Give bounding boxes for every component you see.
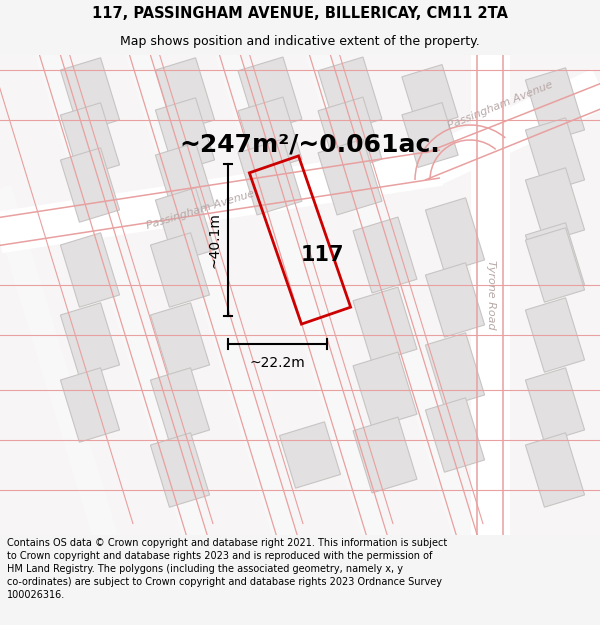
Text: 117: 117 bbox=[300, 245, 344, 265]
Polygon shape bbox=[155, 98, 215, 172]
Polygon shape bbox=[61, 58, 119, 132]
Text: Passingham Avenue: Passingham Avenue bbox=[446, 79, 554, 131]
Polygon shape bbox=[151, 232, 209, 308]
Polygon shape bbox=[526, 368, 584, 442]
Polygon shape bbox=[353, 217, 417, 293]
Polygon shape bbox=[425, 262, 485, 338]
Polygon shape bbox=[318, 57, 382, 133]
Polygon shape bbox=[425, 398, 485, 472]
Text: ~22.2m: ~22.2m bbox=[250, 356, 305, 369]
Polygon shape bbox=[353, 352, 417, 428]
Polygon shape bbox=[61, 232, 119, 308]
Polygon shape bbox=[526, 222, 584, 298]
Polygon shape bbox=[155, 142, 215, 218]
Polygon shape bbox=[238, 97, 302, 173]
Polygon shape bbox=[402, 64, 458, 129]
Text: Tyrone Road: Tyrone Road bbox=[486, 260, 496, 330]
Polygon shape bbox=[318, 97, 382, 173]
Polygon shape bbox=[353, 417, 417, 493]
Polygon shape bbox=[151, 368, 209, 442]
Polygon shape bbox=[151, 432, 209, 508]
Polygon shape bbox=[238, 139, 302, 215]
Polygon shape bbox=[238, 57, 302, 133]
Polygon shape bbox=[61, 368, 119, 442]
Polygon shape bbox=[526, 168, 584, 242]
Text: 117, PASSINGHAM AVENUE, BILLERICAY, CM11 2TA: 117, PASSINGHAM AVENUE, BILLERICAY, CM11… bbox=[92, 6, 508, 21]
Polygon shape bbox=[155, 188, 215, 262]
Polygon shape bbox=[425, 198, 485, 272]
Polygon shape bbox=[155, 58, 215, 132]
Polygon shape bbox=[61, 102, 119, 178]
Polygon shape bbox=[526, 298, 584, 372]
Polygon shape bbox=[280, 422, 341, 488]
Text: Contains OS data © Crown copyright and database right 2021. This information is : Contains OS data © Crown copyright and d… bbox=[7, 538, 448, 601]
Polygon shape bbox=[425, 332, 485, 408]
Text: ~40.1m: ~40.1m bbox=[208, 212, 222, 268]
Polygon shape bbox=[526, 68, 584, 142]
Polygon shape bbox=[526, 118, 584, 192]
Polygon shape bbox=[151, 302, 209, 378]
Polygon shape bbox=[61, 302, 119, 378]
Text: Passingham Avenue: Passingham Avenue bbox=[145, 189, 256, 231]
Text: ~247m²/~0.061ac.: ~247m²/~0.061ac. bbox=[179, 133, 440, 157]
Polygon shape bbox=[402, 102, 458, 168]
Polygon shape bbox=[526, 228, 584, 302]
Text: Map shows position and indicative extent of the property.: Map shows position and indicative extent… bbox=[120, 35, 480, 48]
Polygon shape bbox=[353, 287, 417, 363]
Polygon shape bbox=[526, 432, 584, 508]
Polygon shape bbox=[318, 139, 382, 215]
Polygon shape bbox=[61, 148, 119, 222]
